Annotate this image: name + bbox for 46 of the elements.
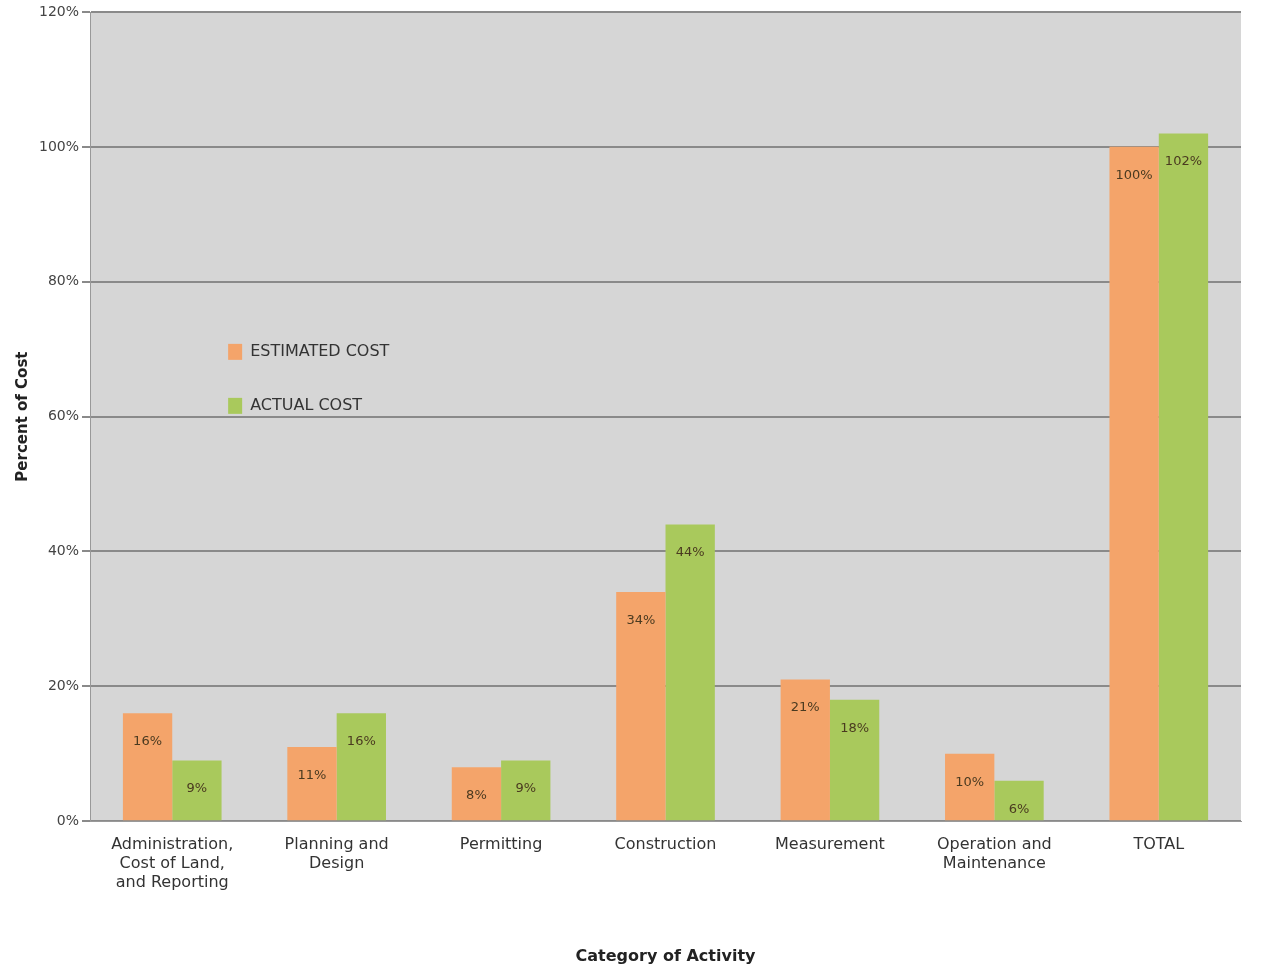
bar xyxy=(665,524,715,821)
bar xyxy=(501,760,551,821)
bar xyxy=(122,713,173,821)
bar xyxy=(1109,146,1159,821)
x-tick-label: Construction xyxy=(614,833,717,853)
y-tick-label: 60% xyxy=(47,407,80,424)
bar xyxy=(829,699,880,821)
x-tick-label: Administration, Cost of Land, and Reporting xyxy=(111,833,234,892)
y-tick-label: 100% xyxy=(38,137,80,154)
y-tick-label: 0% xyxy=(56,811,80,828)
bar xyxy=(994,780,1044,821)
data-label: 10% xyxy=(955,773,985,789)
bar xyxy=(616,591,666,821)
y-tick-label: 80% xyxy=(47,272,80,289)
x-tick-label: Planning and Design xyxy=(284,833,389,873)
legend-label: ESTIMATED COST xyxy=(250,341,390,361)
bar xyxy=(451,767,502,821)
bar xyxy=(1158,133,1209,821)
x-tick-label: Operation and Maintenance xyxy=(936,833,1052,873)
x-tick-label: TOTAL xyxy=(1132,833,1185,853)
legend-label: ACTUAL COST xyxy=(250,395,363,415)
data-label: 6% xyxy=(1008,800,1030,816)
x-tick-label: Permitting xyxy=(459,833,543,853)
data-label: 102% xyxy=(1164,153,1203,169)
data-label: 11% xyxy=(297,766,327,782)
data-label: 16% xyxy=(133,733,163,749)
data-label: 21% xyxy=(790,699,820,715)
y-tick-label: 120% xyxy=(38,2,80,19)
bar xyxy=(287,747,337,821)
x-axis-title: Category of Activity xyxy=(575,945,757,965)
bar xyxy=(336,713,386,821)
y-tick-label: 20% xyxy=(47,676,80,693)
data-label: 34% xyxy=(626,611,656,627)
data-label: 8% xyxy=(466,787,487,803)
data-label: 100% xyxy=(1115,166,1153,182)
data-label: 9% xyxy=(515,780,537,796)
bar xyxy=(172,760,222,821)
data-label: 16% xyxy=(346,733,376,749)
y-axis-title: Percent of Cost xyxy=(12,351,31,482)
bar xyxy=(780,679,830,821)
y-tick-label: 40% xyxy=(47,542,80,559)
x-tick-label: Measurement xyxy=(775,833,885,853)
data-label: 18% xyxy=(840,719,870,735)
bar xyxy=(945,753,995,821)
data-label: 9% xyxy=(186,780,208,796)
data-label: 44% xyxy=(675,544,705,560)
